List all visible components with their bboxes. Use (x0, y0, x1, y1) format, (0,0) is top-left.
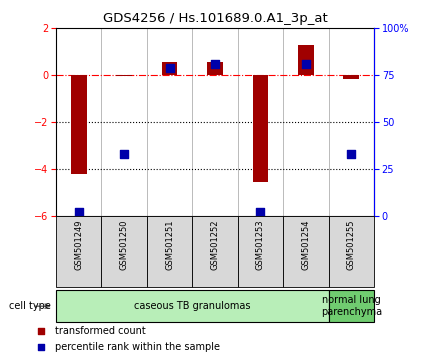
Bar (329, 216, 374, 287)
Bar (116, 75, 132, 76)
Bar (252, 75, 268, 182)
Bar (207, 62, 223, 75)
Bar (71, 75, 86, 174)
Text: transformed count: transformed count (55, 326, 145, 336)
Bar (238, 216, 283, 287)
Bar (283, 216, 329, 287)
Point (121, 151, 128, 157)
Text: cell type: cell type (9, 301, 50, 311)
Point (166, 65, 173, 70)
Point (75, 209, 82, 215)
Bar (329, 290, 374, 322)
Point (348, 151, 355, 157)
Bar (147, 216, 192, 287)
Point (302, 61, 309, 67)
Text: GSM501249: GSM501249 (74, 219, 83, 270)
Bar (344, 75, 359, 79)
Point (257, 209, 264, 215)
Text: GSM501250: GSM501250 (120, 219, 129, 270)
Point (38, 344, 45, 350)
Text: GSM501251: GSM501251 (165, 219, 174, 270)
Bar (162, 62, 178, 75)
Text: GSM501254: GSM501254 (301, 219, 310, 270)
Bar (56, 216, 101, 287)
Text: GSM501255: GSM501255 (347, 219, 356, 270)
Bar (298, 45, 314, 75)
Text: normal lung
parenchyma: normal lung parenchyma (321, 295, 382, 317)
Text: percentile rank within the sample: percentile rank within the sample (55, 342, 220, 352)
Bar (192, 216, 238, 287)
Text: GDS4256 / Hs.101689.0.A1_3p_at: GDS4256 / Hs.101689.0.A1_3p_at (103, 12, 327, 25)
Point (212, 61, 218, 67)
Point (38, 328, 45, 334)
Text: caseous TB granulomas: caseous TB granulomas (134, 301, 251, 311)
Text: GSM501253: GSM501253 (256, 219, 265, 270)
Bar (101, 216, 147, 287)
Bar (56, 290, 329, 322)
Text: GSM501252: GSM501252 (211, 219, 219, 270)
